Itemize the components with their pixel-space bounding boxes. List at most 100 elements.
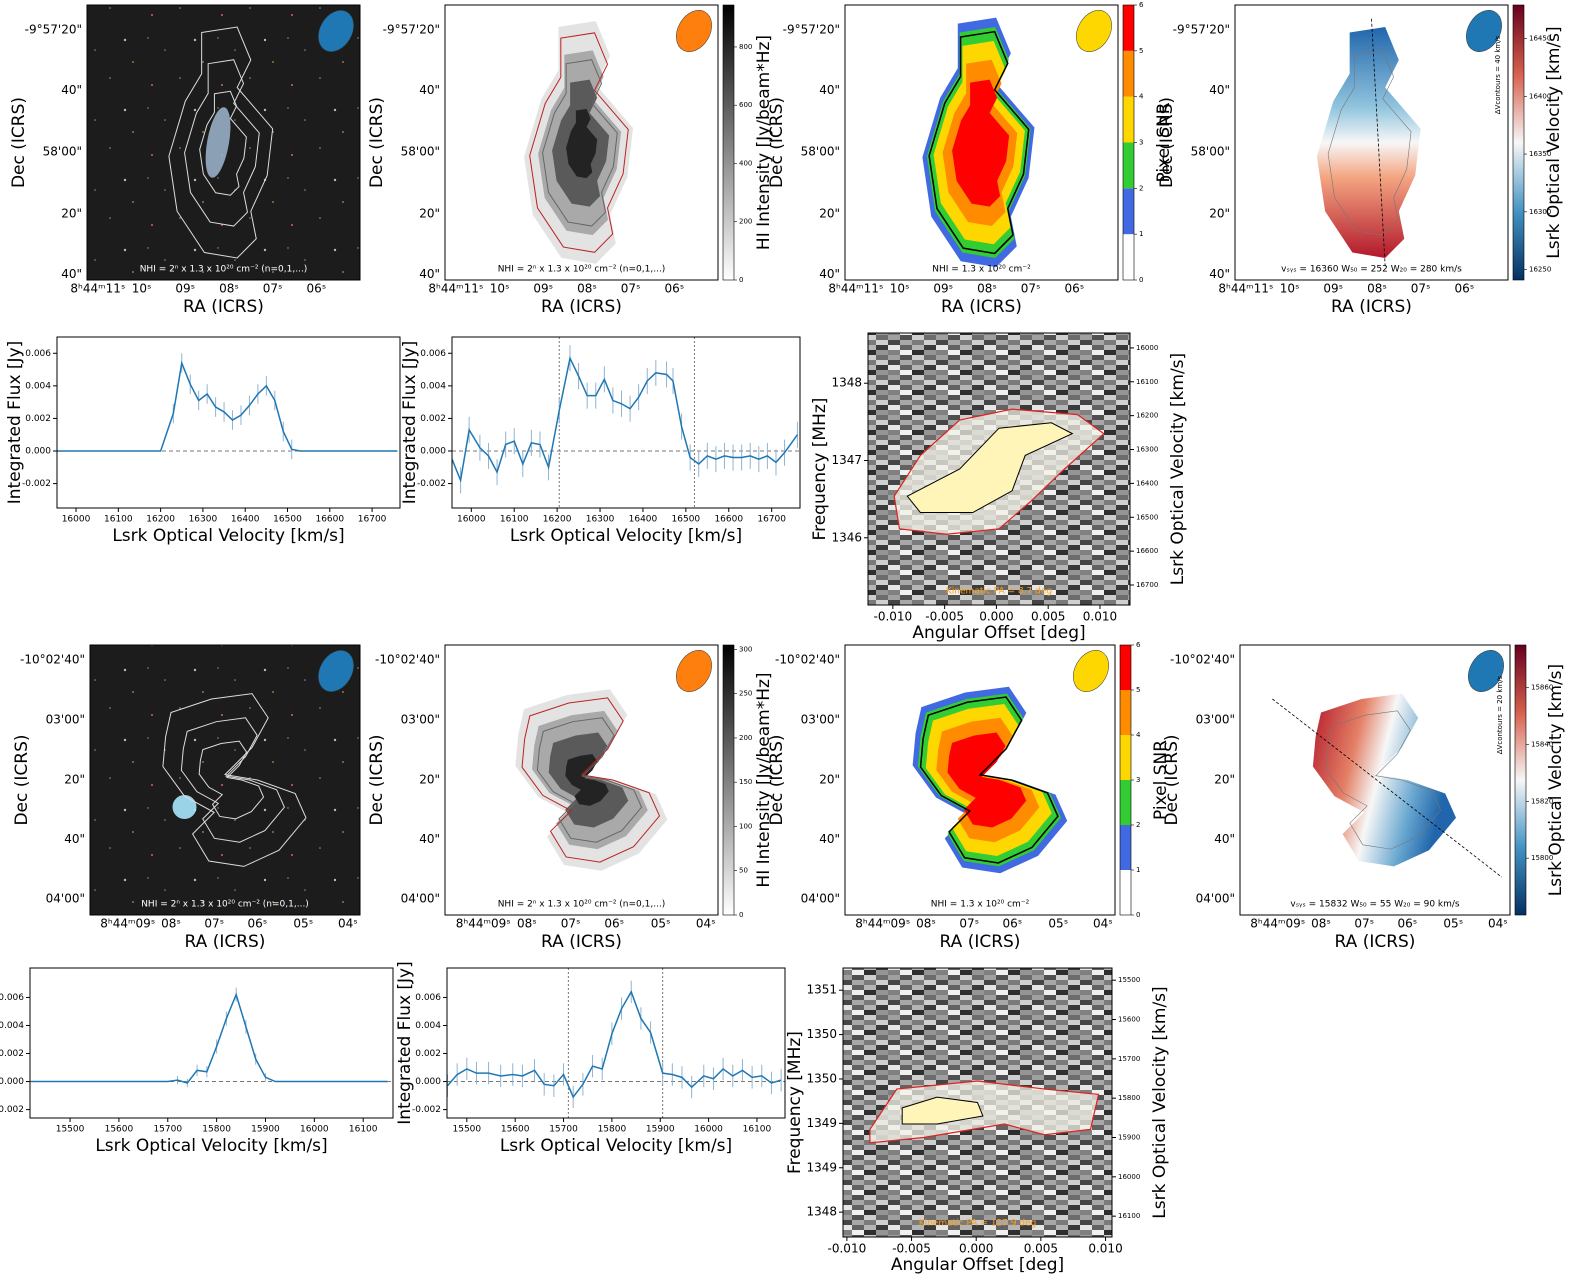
colorbar-segment [1123, 96, 1134, 143]
snr-level [952, 79, 1010, 207]
contour [919, 696, 1059, 864]
x-tick-label: 16000 [300, 1125, 329, 1135]
emission [869, 1080, 1099, 1143]
y2-tick-label: 16600 [1136, 547, 1158, 555]
colorbar-tick-label: 16450 [1529, 35, 1551, 43]
x-axis-label: Angular Offset [deg] [912, 623, 1085, 643]
colorbar-frame [722, 4, 735, 281]
x-axis-label: RA (ICRS) [185, 932, 266, 952]
y-tick-label: 40" [419, 83, 440, 97]
x-tick-label: -0.005 [925, 610, 964, 624]
beam [676, 650, 712, 692]
y2-tick-label: 16300 [1136, 446, 1158, 454]
map-frame [86, 4, 361, 281]
y2-tick-label: 16400 [1136, 479, 1158, 487]
colorbar-tick-label: 200 [739, 218, 752, 226]
colorbar-segment [1120, 690, 1131, 735]
colorbar-tick-label: 16350 [1529, 150, 1551, 158]
x-tick-label: 08ˢ [977, 282, 997, 296]
y-tick-label: 40" [819, 83, 840, 97]
x-tick-label: 8ʰ44ᵐ11ˢ [828, 282, 883, 296]
x-tick-label: 15600 [105, 1125, 134, 1135]
x-tick-label: 8ʰ44ᵐ09ˢ [456, 917, 511, 931]
colorbar-segment [1120, 780, 1131, 825]
plot-frame [451, 336, 801, 509]
emission-core [901, 1096, 984, 1125]
y-axis-label: Dec (ICRS) [12, 734, 32, 825]
x-tick-label: 15800 [202, 1125, 231, 1135]
colorbar-label: HI Intensity [Jy/beam*Hz] [754, 35, 774, 250]
x-tick-label: 16500 [273, 515, 302, 525]
x-tick-label: 8ʰ44ᵐ09ˢ [855, 917, 910, 931]
x-tick-label: 06ˢ [248, 917, 268, 931]
colorbar-segment [1123, 188, 1134, 235]
y2-tick-label: 16500 [1136, 513, 1158, 521]
y-tick-label: 0.006 [25, 349, 51, 359]
x-tick-label: 05ˢ [1048, 917, 1068, 931]
map-frame [444, 644, 719, 916]
colorbar-tick-label: 50 [739, 867, 748, 875]
x-tick-label: 04ˢ [1093, 917, 1113, 931]
y-tick-label: 20" [819, 773, 840, 787]
y-tick-label: 40" [61, 267, 82, 281]
x-tick-label: 16300 [586, 515, 615, 525]
x-tick-label: 0.005 [1024, 1242, 1058, 1256]
x-tick-label: 10ˢ [890, 282, 910, 296]
x-tick-label: 15700 [549, 1125, 578, 1135]
y-tick-label: -0.002 [22, 479, 51, 489]
y-tick-label: 0.004 [0, 1021, 24, 1031]
x-axis-label: RA (ICRS) [541, 932, 622, 952]
spectrum-line [446, 990, 782, 1099]
x-tick-label: 06ˢ [604, 917, 624, 931]
x-tick-label: 8ʰ44ᵐ11ˢ [70, 282, 125, 296]
y-tick-label: -10°02'40" [1170, 653, 1235, 667]
y-tick-label: 0.002 [420, 414, 446, 424]
x-tick-label: 0.010 [1088, 1242, 1122, 1256]
beam [1076, 10, 1112, 52]
colorbar [1515, 645, 1526, 915]
annotation: NHI = 1.3 x 10²⁰ cm⁻² [932, 265, 1031, 275]
x-tick-label: 10ˢ [132, 282, 152, 296]
colorbar-segment [1120, 870, 1131, 915]
y-tick-label: -0.002 [412, 1105, 441, 1115]
y-tick-label: 04'00" [1196, 891, 1235, 905]
y-tick-label: 0.002 [0, 1049, 24, 1059]
colorbar-frame [722, 644, 735, 916]
y-tick-label: 1349 [806, 1160, 837, 1174]
x-tick-label: 07ˢ [204, 917, 224, 931]
star [172, 795, 197, 819]
annotation: vₛᵧₛ = 15832 W₅₀ = 55 W₂₀ = 90 km/s [1290, 900, 1460, 910]
beam [1468, 650, 1504, 692]
x-tick-label: 16000 [62, 515, 91, 525]
contour [198, 740, 265, 820]
colorbar-tick-label: 2 [1136, 821, 1140, 829]
x-tick-label: 16200 [543, 515, 572, 525]
beam [318, 10, 354, 52]
y-tick-label: 58'00" [43, 145, 82, 159]
x-tick-label: 0.000 [959, 1242, 993, 1256]
y-tick-label: -9°57'20" [783, 22, 840, 36]
x-tick-label: 15500 [56, 1125, 85, 1135]
velocity-field [1316, 27, 1421, 258]
x-tick-label: 0.000 [979, 610, 1013, 624]
colorbar-segment [1123, 142, 1134, 189]
colorbar-label: HI Intensity [Jy/beam*Hz] [754, 672, 774, 887]
colorbar-tick-label: 6 [1139, 1, 1144, 9]
plot-frame [446, 967, 786, 1119]
x-tick-label: 04ˢ [696, 917, 716, 931]
x-tick-label: 10ˢ [1280, 282, 1300, 296]
y-axis-label: Integrated Flux [Jy] [395, 961, 415, 1125]
x-axis-label: RA (ICRS) [1335, 932, 1416, 952]
y-axis-label: Dec (ICRS) [367, 97, 387, 188]
y-axis-label: Frequency [MHz] [810, 398, 830, 541]
x-tick-label: 07ˢ [621, 282, 641, 296]
y-tick-label: 0.006 [415, 993, 441, 1003]
y2-tick-label: 15900 [1118, 1134, 1140, 1142]
x-tick-label: -0.010 [874, 610, 913, 624]
map-frame [844, 644, 1116, 916]
contour [168, 26, 274, 259]
colorbar-label: Pixel SNR [1154, 102, 1174, 182]
y-tick-label: 1351 [806, 983, 837, 997]
y-tick-label: -9°57'20" [1173, 22, 1230, 36]
contour-note: ΔVcontours = 20 km/s [1496, 675, 1504, 754]
